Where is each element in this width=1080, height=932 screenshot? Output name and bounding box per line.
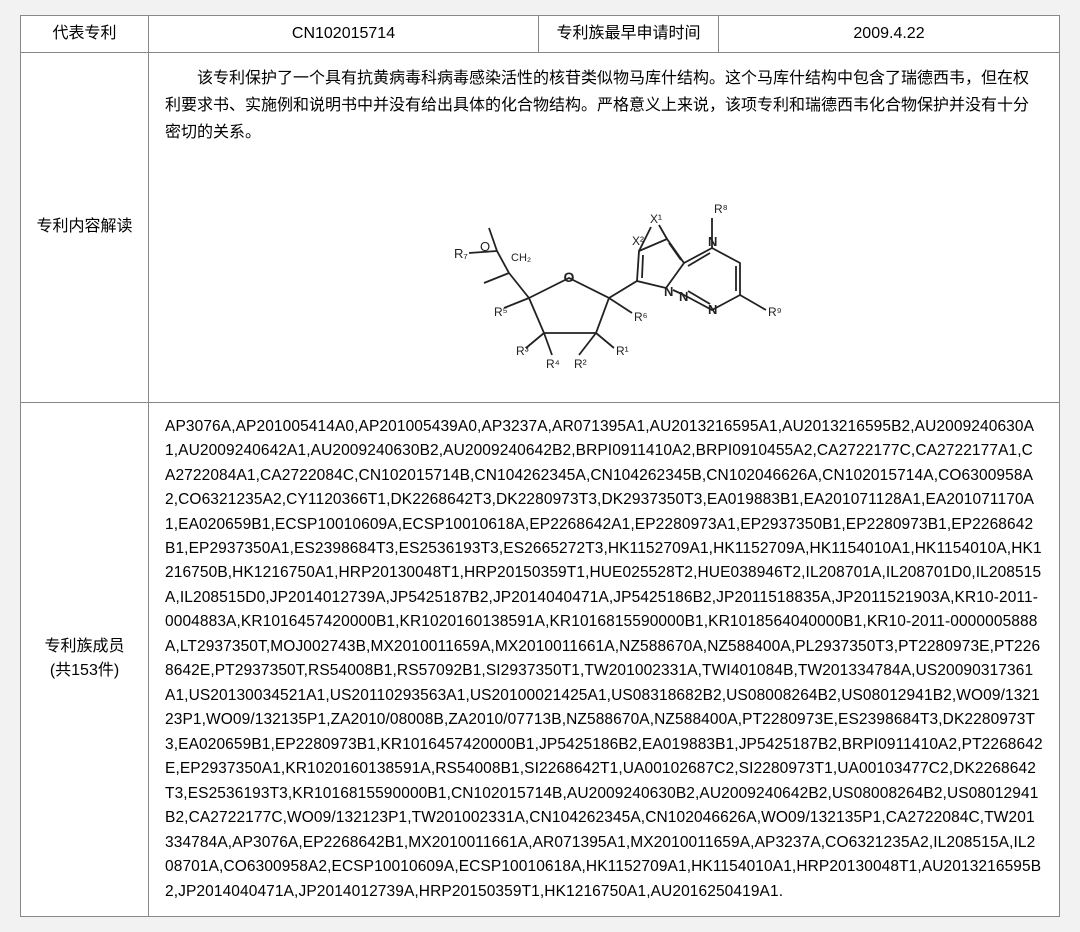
patent-table: 代表专利 CN102015714 专利族最早申请时间 2009.4.22 专利内…: [20, 15, 1060, 917]
content-description: 该专利保护了一个具有抗黄病毒科病毒感染活性的核苷类似物马库什结构。这个马库什结构…: [165, 65, 1043, 147]
patent-family-list: AP3076A,AP201005414A0,AP201005439A0,AP32…: [165, 415, 1043, 905]
svg-text:R₇: R₇: [454, 246, 468, 261]
svg-text:R⁵: R⁵: [494, 305, 508, 319]
family-row: 专利族成员 (共153件) AP3076A,AP201005414A0,AP20…: [21, 403, 1059, 917]
chemical-structure: O CH₂ O R₇ R⁵: [165, 159, 1043, 390]
svg-text:O: O: [480, 239, 490, 254]
family-label: 专利族成员 (共153件): [21, 403, 149, 917]
svg-text:CH₂: CH₂: [511, 252, 531, 264]
header-col4-value: 2009.4.22: [719, 16, 1059, 52]
family-body: AP3076A,AP201005414A0,AP201005439A0,AP32…: [149, 403, 1059, 917]
content-label: 专利内容解读: [21, 53, 149, 402]
family-label-line2: (共153件): [50, 659, 119, 683]
svg-text:X¹: X¹: [650, 212, 662, 226]
header-col1-label: 代表专利: [21, 16, 149, 52]
svg-text:R⁹: R⁹: [768, 305, 782, 319]
svg-text:R³: R³: [516, 344, 529, 358]
svg-text:R⁸: R⁸: [714, 202, 728, 216]
svg-text:O: O: [564, 269, 575, 285]
family-label-line1: 专利族成员: [44, 635, 124, 659]
svg-text:R¹: R¹: [616, 344, 629, 358]
markush-structure-svg: O CH₂ O R₇ R⁵: [394, 163, 814, 378]
svg-text:R²: R²: [574, 357, 587, 371]
content-row: 专利内容解读 该专利保护了一个具有抗黄病毒科病毒感染活性的核苷类似物马库什结构。…: [21, 53, 1059, 403]
content-body: 该专利保护了一个具有抗黄病毒科病毒感染活性的核苷类似物马库什结构。这个马库什结构…: [149, 53, 1059, 402]
svg-text:R⁶: R⁶: [634, 310, 648, 324]
header-row: 代表专利 CN102015714 专利族最早申请时间 2009.4.22: [21, 16, 1059, 53]
svg-text:N: N: [708, 302, 717, 317]
svg-text:N: N: [679, 289, 688, 304]
header-col2-value: CN102015714: [149, 16, 539, 52]
header-col3-label: 专利族最早申请时间: [539, 16, 719, 52]
svg-text:R⁴: R⁴: [546, 357, 560, 371]
svg-text:N: N: [664, 284, 673, 299]
